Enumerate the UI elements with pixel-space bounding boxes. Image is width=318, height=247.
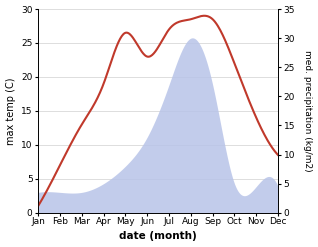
Y-axis label: med. precipitation (kg/m2): med. precipitation (kg/m2) bbox=[303, 50, 313, 172]
X-axis label: date (month): date (month) bbox=[119, 231, 197, 242]
Y-axis label: max temp (C): max temp (C) bbox=[5, 77, 16, 145]
